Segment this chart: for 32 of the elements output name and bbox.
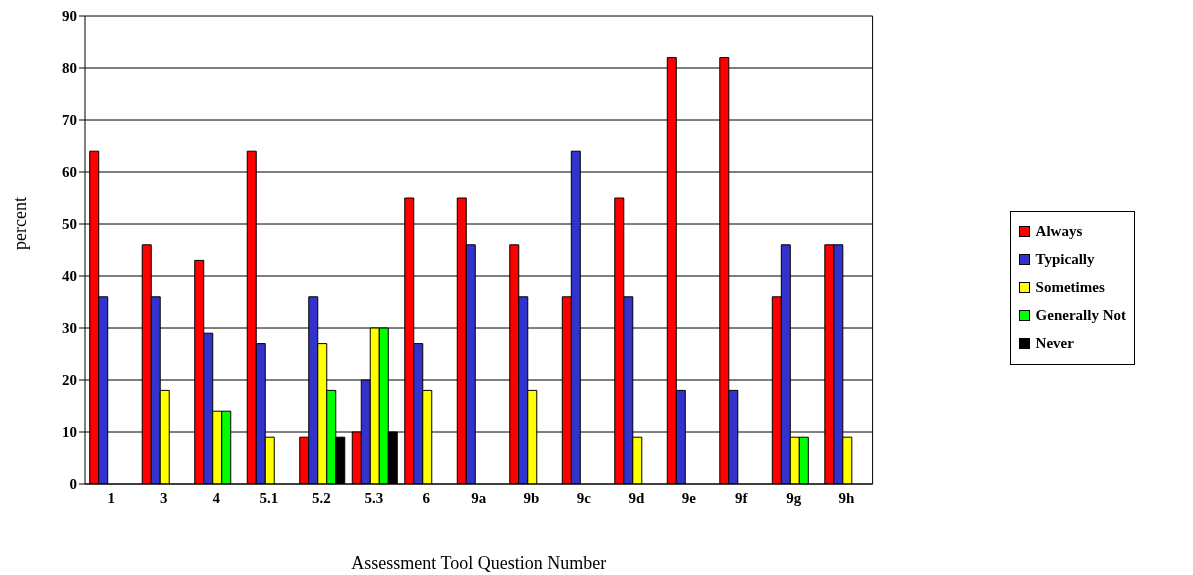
y-axis-title: percent bbox=[10, 197, 31, 250]
x-tick-label: 3 bbox=[160, 489, 168, 506]
legend-label: Always bbox=[1035, 223, 1083, 240]
y-tick-label: 30 bbox=[62, 320, 77, 337]
y-tick-label: 10 bbox=[62, 424, 77, 441]
x-tick-label: 9f bbox=[735, 489, 749, 506]
x-tick-label: 9e bbox=[681, 489, 697, 506]
y-tick-label: 20 bbox=[62, 372, 77, 389]
x-axis-title: Assessment Tool Question Number bbox=[351, 553, 607, 573]
x-tick-label: 9a bbox=[471, 489, 487, 506]
x-tick-label: 5.2 bbox=[311, 489, 331, 506]
x-tick-label: 5.3 bbox=[364, 489, 384, 506]
legend-label: Sometimes bbox=[1035, 279, 1105, 296]
y-tick-label: 80 bbox=[62, 60, 77, 77]
legend-label: Never bbox=[1035, 335, 1074, 352]
y-tick-label: 70 bbox=[62, 112, 77, 129]
x-tick-label: 4 bbox=[212, 489, 221, 506]
x-tick-label: 9g bbox=[786, 489, 802, 506]
y-tick-label: 40 bbox=[62, 268, 77, 285]
x-tick-label: 5.1 bbox=[259, 489, 279, 506]
x-tick-label: 9h bbox=[838, 489, 855, 506]
x-tick-label: 9d bbox=[628, 489, 645, 506]
x-tick-label: 9b bbox=[523, 489, 540, 506]
y-tick-label: 0 bbox=[69, 476, 77, 493]
x-tick-label: 1 bbox=[107, 489, 115, 506]
y-tick-label: 60 bbox=[62, 164, 77, 181]
x-tick-label: 9c bbox=[576, 489, 592, 506]
legend-label: Typically bbox=[1035, 251, 1095, 268]
legend-label: Generally Not bbox=[1035, 307, 1126, 324]
y-tick-label: 50 bbox=[62, 216, 77, 233]
x-tick-label: 6 bbox=[422, 489, 431, 506]
y-tick-label: 90 bbox=[62, 8, 77, 25]
